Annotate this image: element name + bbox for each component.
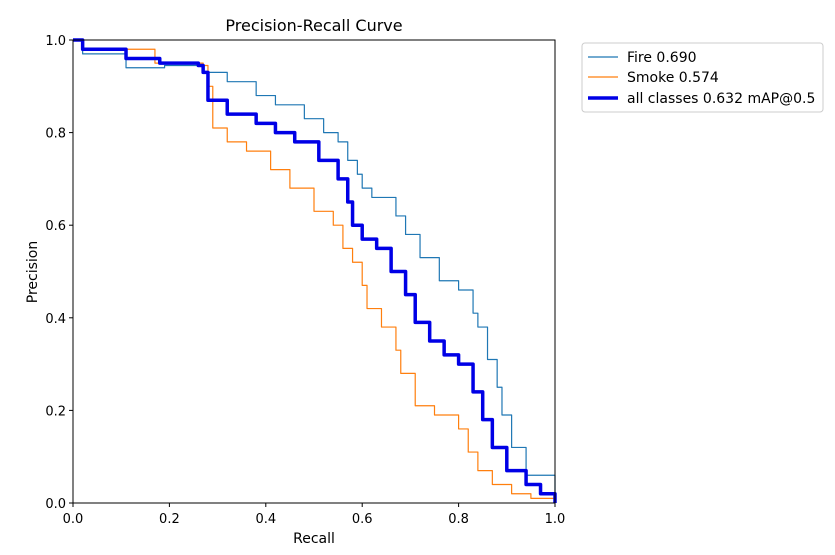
- series-line-fire: [73, 39, 556, 503]
- y-tick-label: 0.6: [45, 219, 66, 234]
- legend-label-fire: Fire 0.690: [627, 50, 697, 66]
- x-tick-label: 0.8: [448, 512, 469, 527]
- y-tick-label: 0.0: [45, 497, 66, 512]
- y-tick-label: 1.0: [45, 34, 66, 49]
- legend-label-smoke: Smoke 0.574: [627, 70, 719, 86]
- series-layer: [73, 38, 557, 503]
- series-line-smoke: [73, 39, 556, 503]
- legend: Fire 0.690 Smoke 0.574 all classes 0.632…: [581, 42, 824, 113]
- x-tick-label: 0.6: [352, 512, 373, 527]
- chart-title: Precision-Recall Curve: [225, 16, 402, 35]
- x-tick-label: 0.2: [159, 512, 180, 527]
- legend-label-all-classes: all classes 0.632 mAP@0.5: [627, 91, 815, 107]
- series-line-all-classes: [73, 38, 557, 503]
- y-tick-label: 0.8: [45, 127, 66, 142]
- y-axis-label: Precision: [25, 241, 41, 303]
- plot-frame: [72, 39, 556, 504]
- y-tick-label: 0.2: [45, 404, 66, 419]
- y-tick-label: 0.4: [45, 312, 66, 327]
- x-tick-label: 0.4: [255, 512, 276, 527]
- x-axis-label: Recall: [293, 531, 335, 547]
- x-tick-label: 0.0: [63, 512, 84, 527]
- legend-frame: [581, 42, 824, 113]
- x-tick-label: 1.0: [545, 512, 566, 527]
- x-axis: 0.0 0.2 0.4 0.6 0.8 1.0: [63, 503, 566, 527]
- y-axis: 0.0 0.2 0.4 0.6 0.8 1.0: [45, 34, 73, 512]
